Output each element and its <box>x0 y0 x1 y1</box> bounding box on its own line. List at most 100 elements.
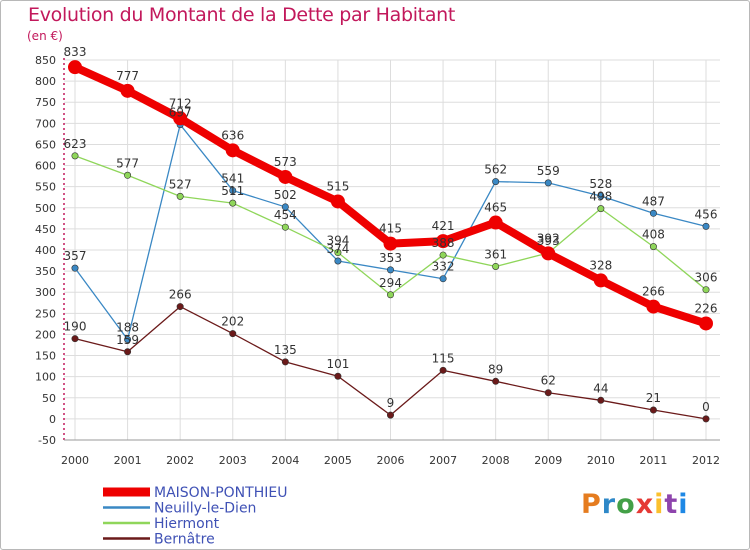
data-point <box>71 335 79 343</box>
data-label: 266 <box>169 288 192 302</box>
data-point <box>383 236 398 251</box>
x-tick-label: 2004 <box>271 454 299 467</box>
data-label: 712 <box>169 96 192 110</box>
x-tick-label: 2000 <box>61 454 89 467</box>
data-label: 202 <box>221 315 244 329</box>
data-label: 115 <box>432 351 455 365</box>
y-tick-label: -50 <box>38 434 56 447</box>
y-tick-label: 150 <box>35 350 56 363</box>
data-label: 421 <box>432 219 455 233</box>
data-point <box>176 303 184 311</box>
data-label: 190 <box>64 320 87 334</box>
data-label: 62 <box>541 374 556 388</box>
x-tick-label: 2009 <box>534 454 562 467</box>
data-label: 562 <box>484 163 507 177</box>
logo-letter: i <box>654 489 665 520</box>
x-tick-label: 2010 <box>587 454 615 467</box>
data-label-layer: 833 777 712 636 573 515 415 421 465 392 328 266 226 3… <box>64 45 718 414</box>
data-label: 392 <box>537 231 560 245</box>
legend-label: Neuilly-le-Dien <box>154 501 256 517</box>
data-label: 487 <box>642 194 665 208</box>
data-point <box>334 372 342 380</box>
data-point <box>124 336 132 344</box>
logo-letter: t <box>664 489 679 520</box>
y-tick-label: 200 <box>35 328 56 341</box>
x-tick-label: 2006 <box>377 454 405 467</box>
x-tick-label: 2008 <box>482 454 510 467</box>
data-label: 623 <box>64 137 87 151</box>
x-tick-label: 2005 <box>324 454 352 467</box>
data-point <box>702 286 710 294</box>
y-tick-label: 500 <box>35 202 56 215</box>
data-point <box>439 366 447 374</box>
data-label: 511 <box>221 184 244 198</box>
y-tick-label: 800 <box>35 75 56 88</box>
data-point <box>649 406 657 414</box>
data-label: 393 <box>537 234 560 248</box>
data-label: 159 <box>116 333 139 347</box>
data-point <box>702 222 710 230</box>
data-point <box>702 415 710 423</box>
legend-label: Hiermont <box>154 516 220 532</box>
y-tick-label: 300 <box>35 286 56 299</box>
data-label: 353 <box>379 251 402 265</box>
data-label: 44 <box>593 381 608 395</box>
data-label: 9 <box>387 396 395 410</box>
data-point <box>386 411 394 419</box>
data-label: 328 <box>589 258 612 272</box>
data-point <box>176 192 184 200</box>
logo-letter: x <box>635 489 655 520</box>
y-tick-label: 350 <box>35 265 56 278</box>
data-point <box>544 389 552 397</box>
x-tick-label: 2002 <box>166 454 194 467</box>
data-point <box>281 203 289 211</box>
data-point <box>492 377 500 385</box>
legend: MAISON-PONTHIEUNeuilly-le-DienHiermontBe… <box>103 485 287 548</box>
data-label: 528 <box>589 177 612 191</box>
data-point <box>71 152 79 160</box>
legend-label: Bernâtre <box>154 532 215 548</box>
data-label: 498 <box>589 190 612 204</box>
data-label: 188 <box>116 321 139 335</box>
y-tick-label: 850 <box>35 54 56 67</box>
data-point <box>124 171 132 179</box>
data-label: 294 <box>379 276 402 290</box>
data-label: 101 <box>326 357 349 371</box>
data-point <box>492 178 500 186</box>
logo-letter: P <box>581 489 602 520</box>
data-label: 527 <box>169 177 192 191</box>
data-point <box>541 246 556 261</box>
chart-title: Evolution du Montant de la Dette par Hab… <box>28 4 456 26</box>
data-point <box>488 215 503 230</box>
data-label: 89 <box>488 362 503 376</box>
data-point <box>649 209 657 217</box>
y-tick-label: 550 <box>35 181 56 194</box>
y-tick-label: 700 <box>35 117 56 130</box>
data-label: 388 <box>432 236 455 250</box>
data-label: 306 <box>695 271 718 285</box>
data-point <box>544 179 552 187</box>
data-point <box>597 396 605 404</box>
x-tick-label: 2003 <box>219 454 247 467</box>
data-point <box>699 316 713 331</box>
data-label: 394 <box>326 234 349 248</box>
data-label: 697 <box>169 106 192 120</box>
data-label: 833 <box>64 45 87 59</box>
logo-letter: i <box>678 489 689 520</box>
data-label: 135 <box>274 343 297 357</box>
data-point <box>229 186 237 194</box>
data-label: 357 <box>64 249 87 263</box>
data-point <box>597 205 605 213</box>
data-point <box>120 83 135 98</box>
data-label: 515 <box>326 179 349 193</box>
data-label: 408 <box>642 228 665 242</box>
data-point <box>439 275 447 283</box>
logo-letter: o <box>616 489 636 520</box>
grid-layer <box>64 59 720 441</box>
data-point <box>439 251 447 259</box>
data-point <box>386 266 394 274</box>
data-label: 266 <box>642 285 665 299</box>
series-layer <box>68 60 713 423</box>
data-label: 456 <box>695 207 718 221</box>
